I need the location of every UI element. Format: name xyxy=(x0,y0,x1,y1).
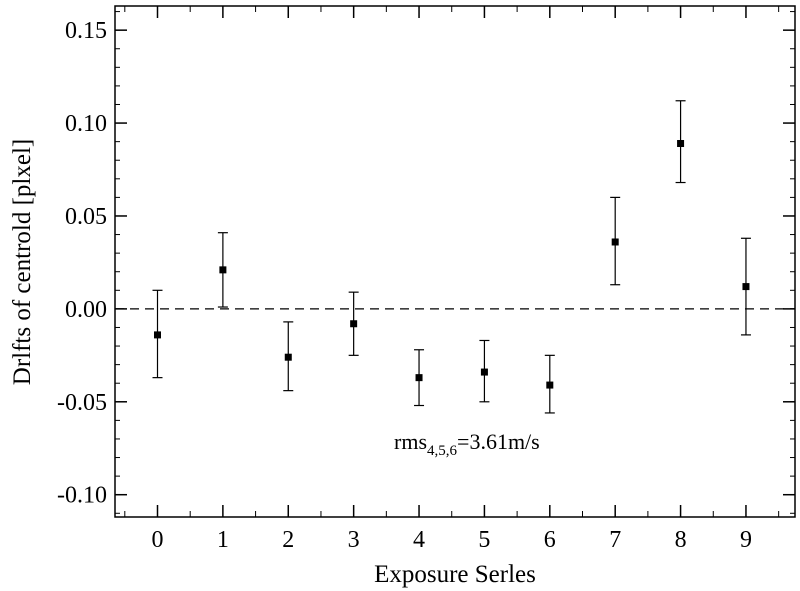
y-tick-label: -0.05 xyxy=(57,390,107,416)
x-tick-label: 1 xyxy=(217,527,229,553)
point-marker xyxy=(546,381,554,389)
x-tick-label: 3 xyxy=(348,527,360,553)
point-marker xyxy=(350,320,358,328)
rms-annotation-subscript: 4,5,6 xyxy=(427,443,458,459)
data-point xyxy=(217,232,228,308)
y-axis-label: Drlfts of centrold [plxel] xyxy=(9,139,36,385)
y-tick-label: 0.05 xyxy=(65,204,107,230)
y-tick-label: 0.15 xyxy=(65,18,107,44)
y-tick-label: 0.00 xyxy=(65,297,107,323)
plot-frame xyxy=(114,5,796,518)
point-marker xyxy=(219,266,227,274)
data-point xyxy=(479,339,490,403)
x-tick-label: 2 xyxy=(282,527,294,553)
data-point xyxy=(283,321,294,392)
point-marker xyxy=(677,140,685,148)
data-point xyxy=(610,196,621,286)
data-point xyxy=(740,237,751,336)
x-tick-label: 7 xyxy=(609,527,621,553)
x-axis-label: Exposure Serles xyxy=(374,561,536,588)
data-points xyxy=(152,100,751,414)
point-marker xyxy=(480,368,488,376)
point-marker xyxy=(611,238,619,246)
data-point xyxy=(544,354,555,414)
y-tick-label: -0.10 xyxy=(57,483,107,509)
data-point xyxy=(414,349,425,407)
point-marker xyxy=(284,353,292,361)
rms-annotation-suffix: =3.61m/s xyxy=(457,429,540,454)
x-tick-label: 9 xyxy=(740,527,752,553)
rms-annotation-text: rms xyxy=(394,429,427,454)
x-tick-label: 4 xyxy=(413,527,425,553)
point-marker xyxy=(742,283,750,291)
y-tick-label: 0.10 xyxy=(65,111,107,137)
x-tick-label: 6 xyxy=(544,527,556,553)
x-axis-ticks: 0 1 2 3 4 5 6 7 8 9 xyxy=(124,6,780,553)
data-point xyxy=(675,100,686,184)
rms-annotation: rms4,5,6=3.61m/s xyxy=(394,429,540,459)
data-point xyxy=(152,289,163,379)
point-marker xyxy=(154,331,161,339)
point-marker xyxy=(415,374,423,382)
x-tick-label: 0 xyxy=(152,527,164,553)
data-point xyxy=(348,291,359,356)
x-tick-label: 8 xyxy=(675,527,687,553)
x-tick-label: 5 xyxy=(478,527,490,553)
